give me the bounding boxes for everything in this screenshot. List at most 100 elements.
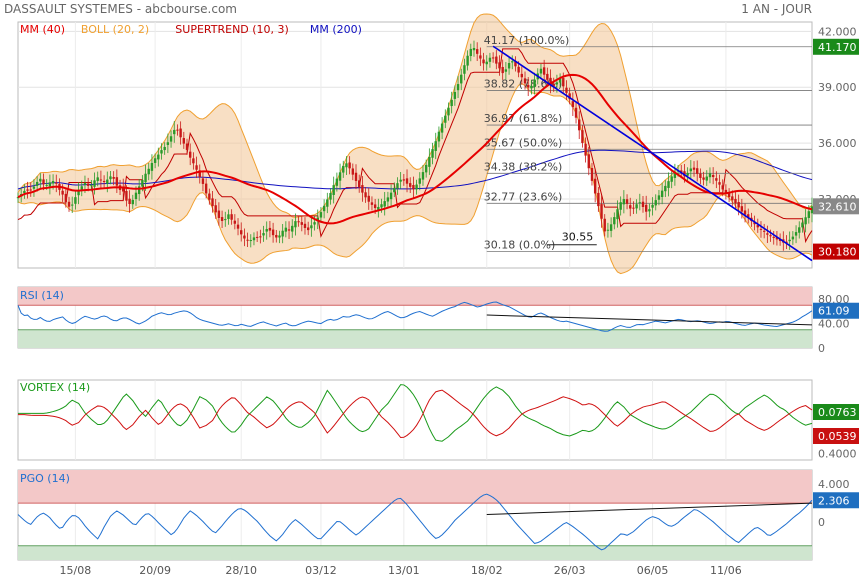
candle-body <box>157 154 160 160</box>
x-tick-label: 20/09 <box>139 564 171 577</box>
price-y-tick: 36.000 <box>818 137 857 150</box>
candle-body <box>211 198 214 207</box>
candle-body <box>29 189 32 191</box>
vortex-y-tick: 0.4000 <box>818 447 857 460</box>
candle-body <box>45 184 48 186</box>
panel-frame <box>17 21 813 269</box>
x-tick-label: 03/12 <box>305 564 337 577</box>
candle-body <box>373 204 377 209</box>
candle-body <box>112 177 115 179</box>
candle-body <box>102 180 106 183</box>
candle-body <box>357 180 361 188</box>
candle-body <box>597 192 600 207</box>
candle-body <box>804 217 807 225</box>
candle-body <box>271 229 275 236</box>
candle-body <box>762 230 766 232</box>
candle-body <box>160 150 163 154</box>
candle-body <box>705 176 708 181</box>
candle-body <box>418 178 421 184</box>
candle-body <box>412 184 415 190</box>
candle-body <box>399 179 402 182</box>
candle-body <box>342 165 345 173</box>
candle-body <box>322 205 326 212</box>
candle-body <box>125 191 128 201</box>
candle-body <box>472 48 476 51</box>
candle-body <box>775 237 779 240</box>
candle-body <box>275 234 278 238</box>
pgo-oversold-zone <box>18 545 812 560</box>
candle-body <box>303 223 307 228</box>
candle-body <box>444 115 447 123</box>
candle-body <box>613 217 616 225</box>
candle-body <box>555 82 559 85</box>
candle-body <box>600 204 603 219</box>
candle-body <box>128 198 131 205</box>
candle-body <box>437 131 441 142</box>
candle-body <box>393 187 396 193</box>
candle-body <box>370 202 374 205</box>
bollinger-upper-line <box>17 13 813 218</box>
candle-body <box>699 173 702 178</box>
candle-body <box>568 93 571 100</box>
candle-body <box>326 199 329 207</box>
candle-body <box>345 163 348 168</box>
candle-body <box>769 235 772 237</box>
candle-body <box>794 232 798 236</box>
fibonacci-label: 41.17 (100.0%) <box>484 34 570 47</box>
rsi-y-tick: 40.00 <box>818 318 850 331</box>
candle-body <box>629 205 632 209</box>
candle-body <box>440 123 444 133</box>
candle-body <box>581 130 584 143</box>
candle-body <box>434 141 437 151</box>
rsi-oversold-zone <box>18 329 812 348</box>
candle-body <box>651 204 654 208</box>
candle-body <box>131 199 134 205</box>
candle-body <box>389 192 393 200</box>
candle-body <box>185 143 189 150</box>
candle-body <box>176 129 179 131</box>
candle-body <box>319 212 323 218</box>
candle-body <box>93 180 96 187</box>
candle-body <box>300 222 303 225</box>
candle-body <box>163 146 166 151</box>
candle-body <box>278 235 281 238</box>
candle-body <box>220 217 224 221</box>
candle-body <box>173 129 176 135</box>
candle-body <box>396 183 399 189</box>
candle-body <box>558 78 562 83</box>
trend-line <box>492 45 813 262</box>
legend-entry: BOLL (20, 2) <box>81 23 149 36</box>
candle-body <box>466 55 469 66</box>
candle-body <box>281 230 284 237</box>
candle-body <box>711 174 715 178</box>
candle-body <box>527 85 530 88</box>
candle-body <box>99 179 103 181</box>
candle-body <box>657 195 661 200</box>
candle-body <box>447 107 450 116</box>
candle-body <box>702 177 705 180</box>
candle-body <box>552 83 555 86</box>
candle-body <box>109 176 112 180</box>
candle-body <box>463 65 466 74</box>
candle-body <box>727 193 731 198</box>
candle-body <box>80 186 83 191</box>
candle-body <box>259 236 262 238</box>
candle-body <box>753 221 756 225</box>
candle-body <box>549 77 552 85</box>
candle-body <box>284 227 288 232</box>
candle-body <box>708 173 712 178</box>
candle-body <box>667 181 670 188</box>
candle-body <box>743 210 747 215</box>
rsi-last-label: 61.09 <box>818 305 850 318</box>
candle-body <box>603 218 606 232</box>
candle-body <box>421 172 425 180</box>
candle-body <box>115 177 119 186</box>
price-support-label: 30.180 <box>818 246 857 259</box>
candle-body <box>590 167 594 181</box>
price-high-label-box <box>813 38 859 55</box>
candle-body <box>453 91 457 99</box>
candle-body <box>807 211 811 218</box>
candle-body <box>287 229 291 231</box>
candle-body <box>354 172 358 181</box>
candle-body <box>236 224 240 229</box>
